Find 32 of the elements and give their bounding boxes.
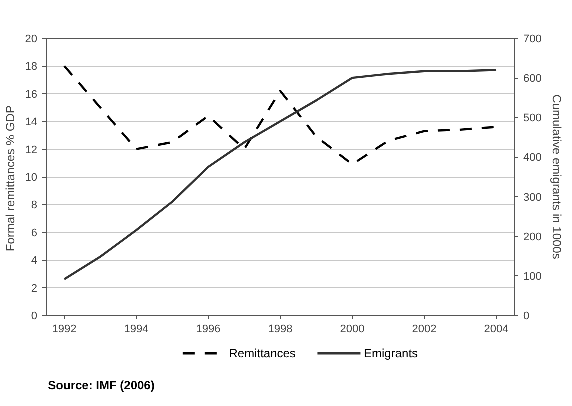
y2-tick-label: 200 [524, 231, 542, 244]
y-axis-title: Formal remittances % GDP [3, 106, 18, 252]
y-tick-label: 0 [31, 310, 38, 322]
y-tick-label: 18 [25, 61, 38, 74]
legend-label: Remittances [229, 346, 296, 360]
x-tick-label: 1996 [196, 324, 221, 336]
source-note: Source: IMF (2006) [48, 378, 155, 392]
x-tick-label: 1998 [268, 324, 293, 336]
x-tick-label: 2000 [340, 324, 365, 336]
x-tick-label: 1994 [124, 324, 149, 336]
y2-tick-label: 500 [524, 112, 542, 125]
y-tick-label: 8 [31, 200, 38, 212]
y-tick-label: 20 [25, 34, 38, 46]
y2-tick-label: 0 [524, 310, 530, 322]
y2-axis-title: Cumulative emigrants in 1000s [550, 94, 564, 260]
y-tick-label: 14 [25, 116, 38, 129]
y2-tick-label: 300 [524, 192, 542, 204]
legend-label: Emigrants [364, 346, 418, 360]
x-tick-label: 1992 [52, 324, 77, 336]
y-tick-label: 12 [25, 144, 38, 156]
y-tick-label: 4 [31, 255, 38, 268]
y2-tick-label: 600 [524, 73, 542, 86]
y2-tick-label: 100 [524, 270, 542, 283]
y-tick-label: 6 [31, 227, 38, 240]
y-tick-label: 16 [25, 88, 38, 101]
y-tick-label: 2 [31, 282, 38, 295]
line-series [63, 69, 498, 281]
x-tick-label: 2002 [412, 324, 437, 336]
y2-tick-label: 700 [524, 34, 542, 46]
y2-tick-label: 400 [524, 152, 542, 164]
y-tick-label: 10 [25, 172, 38, 184]
x-tick-label: 2004 [484, 324, 509, 336]
